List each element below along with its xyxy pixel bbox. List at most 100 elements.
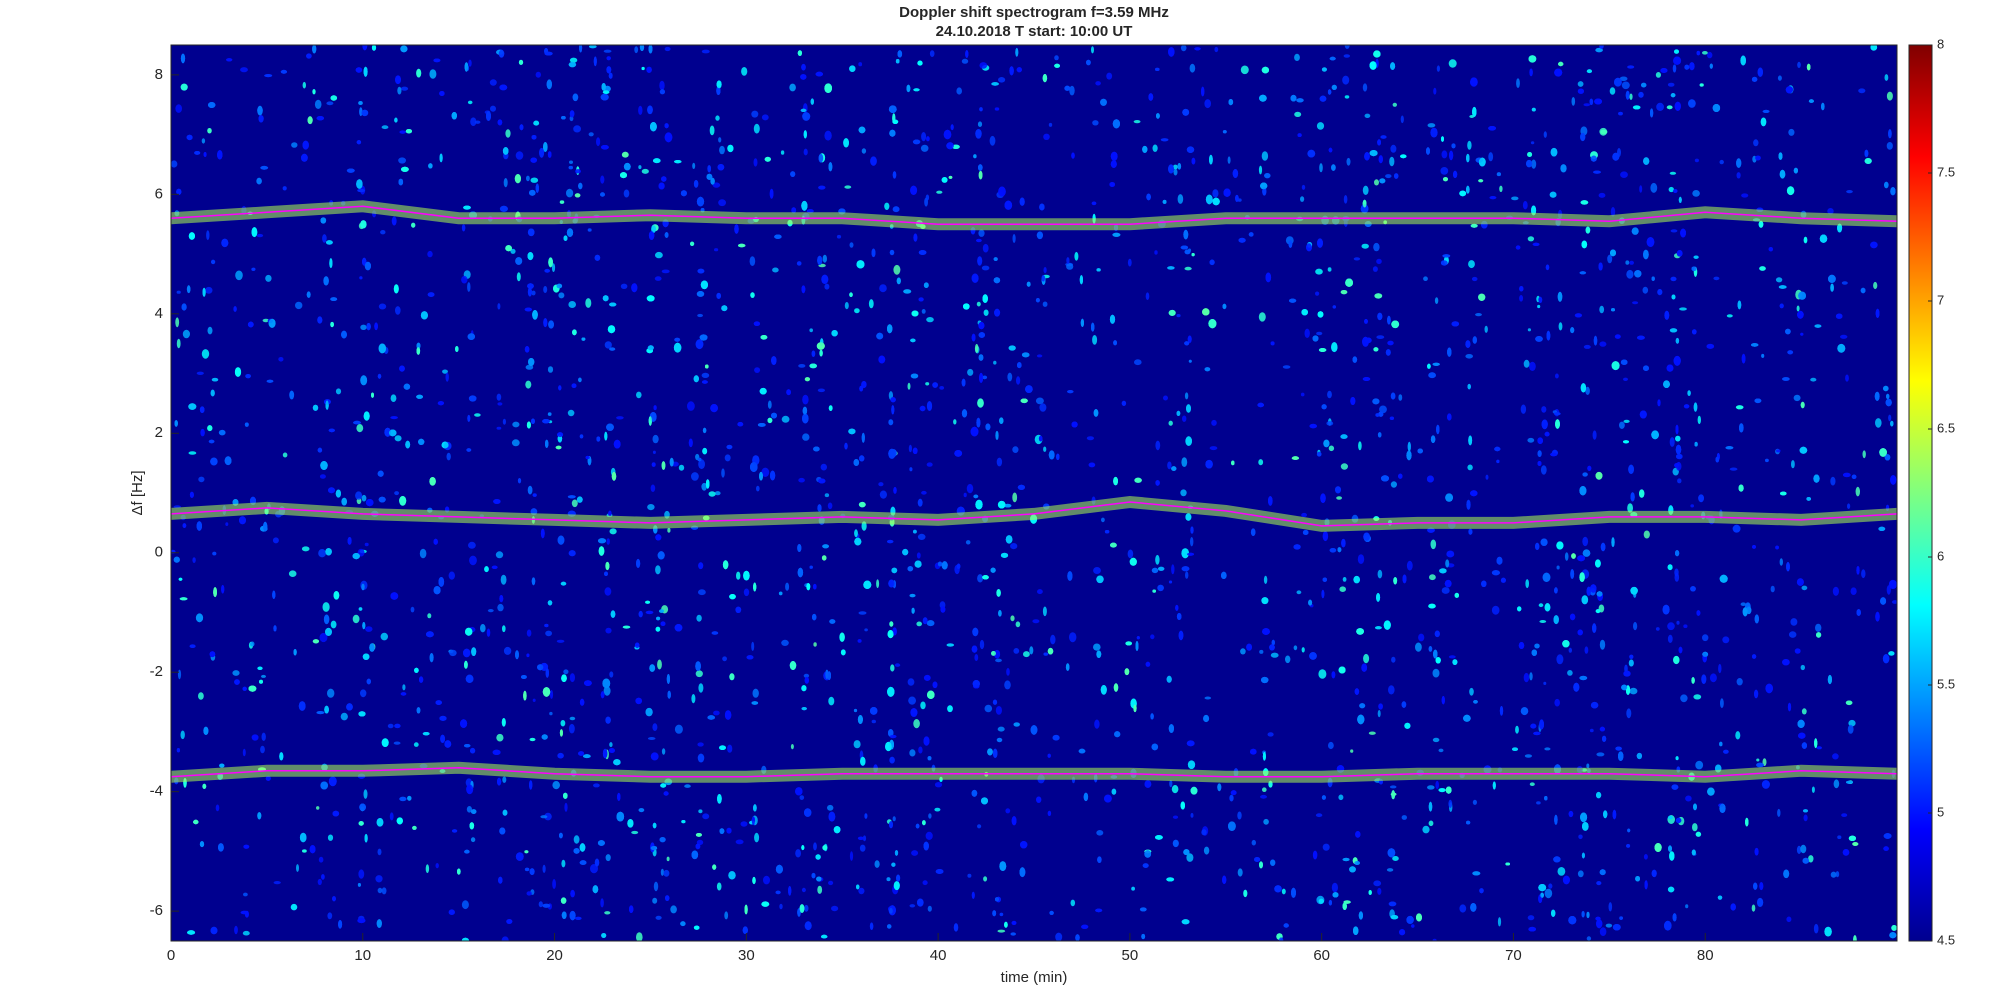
speckle xyxy=(714,248,719,252)
speckle xyxy=(1765,683,1773,694)
speckle xyxy=(322,234,327,243)
speckle xyxy=(357,548,365,557)
speckle xyxy=(575,916,582,921)
speckle xyxy=(497,603,504,612)
speckle xyxy=(557,752,564,759)
speckle xyxy=(645,707,653,717)
speckle xyxy=(1254,857,1261,862)
speckle xyxy=(1491,570,1500,576)
speckle xyxy=(978,170,983,180)
speckle xyxy=(712,182,721,188)
speckle xyxy=(667,527,671,533)
speckle xyxy=(836,234,842,239)
speckle xyxy=(317,878,322,886)
speckle xyxy=(251,227,258,238)
speckle xyxy=(647,504,655,511)
speckle xyxy=(1183,229,1189,240)
speckle xyxy=(973,154,977,159)
speckle xyxy=(1840,334,1848,339)
speckle xyxy=(555,445,562,450)
speckle xyxy=(327,688,335,698)
speckle xyxy=(265,274,272,282)
speckle xyxy=(363,66,368,77)
speckle xyxy=(1554,412,1561,416)
speckle xyxy=(526,629,532,637)
speckle xyxy=(359,276,363,280)
speckle xyxy=(323,276,329,286)
speckle xyxy=(1440,260,1448,266)
speckle xyxy=(1259,649,1264,654)
speckle xyxy=(1668,845,1672,852)
speckle xyxy=(1465,340,1471,348)
speckle xyxy=(1229,794,1234,802)
speckle xyxy=(975,499,983,510)
speckle xyxy=(1539,620,1547,623)
speckle xyxy=(516,272,521,282)
speckle xyxy=(828,880,834,886)
speckle xyxy=(864,628,868,632)
speckle xyxy=(316,806,320,810)
speckle xyxy=(947,705,953,713)
speckle xyxy=(1537,304,1541,309)
speckle xyxy=(1852,842,1859,846)
speckle xyxy=(356,424,364,433)
speckle xyxy=(961,409,968,418)
speckle xyxy=(1203,714,1210,723)
speckle xyxy=(1886,91,1893,101)
speckle xyxy=(1042,606,1047,617)
speckle xyxy=(1438,748,1444,753)
speckle xyxy=(362,257,367,266)
speckle xyxy=(1623,440,1629,444)
speckle xyxy=(638,105,643,115)
speckle xyxy=(1155,835,1163,840)
speckle xyxy=(1694,441,1698,447)
speckle xyxy=(1181,457,1188,467)
speckle xyxy=(1101,517,1105,523)
speckle xyxy=(416,347,421,355)
speckle xyxy=(1816,632,1822,638)
speckle xyxy=(641,168,649,174)
speckle xyxy=(188,403,197,410)
speckle xyxy=(326,240,333,245)
speckle xyxy=(593,56,597,67)
speckle xyxy=(971,891,975,899)
speckle xyxy=(1777,808,1781,817)
speckle xyxy=(573,848,580,854)
speckle xyxy=(1362,185,1369,195)
speckle xyxy=(965,540,971,545)
speckle xyxy=(259,679,263,684)
speckle xyxy=(750,462,758,472)
speckle xyxy=(1853,935,1857,941)
speckle xyxy=(552,781,560,790)
speckle xyxy=(465,674,474,683)
speckle xyxy=(761,901,770,907)
speckle xyxy=(1800,332,1804,336)
speckle xyxy=(598,546,605,556)
speckle xyxy=(1205,459,1213,469)
speckle xyxy=(1332,305,1337,309)
speckle xyxy=(546,79,552,90)
speckle xyxy=(466,784,474,795)
speckle xyxy=(319,632,328,643)
speckle xyxy=(813,583,817,590)
speckle xyxy=(1453,170,1458,178)
speckle xyxy=(1751,76,1758,82)
speckle xyxy=(1186,146,1195,153)
speckle xyxy=(288,570,297,577)
speckle xyxy=(202,783,207,789)
speckle xyxy=(1317,311,1324,318)
speckle xyxy=(1391,320,1400,329)
speckle xyxy=(1886,585,1891,595)
speckle xyxy=(613,759,621,766)
speckle xyxy=(1322,577,1328,582)
speckle xyxy=(740,821,748,827)
speckle xyxy=(910,373,919,379)
speckle xyxy=(623,162,631,171)
speckle xyxy=(1144,850,1152,858)
speckle xyxy=(1669,328,1678,333)
speckle xyxy=(568,165,573,170)
speckle xyxy=(923,841,929,851)
speckle xyxy=(212,551,217,556)
speckle xyxy=(824,283,830,290)
speckle xyxy=(781,639,789,647)
